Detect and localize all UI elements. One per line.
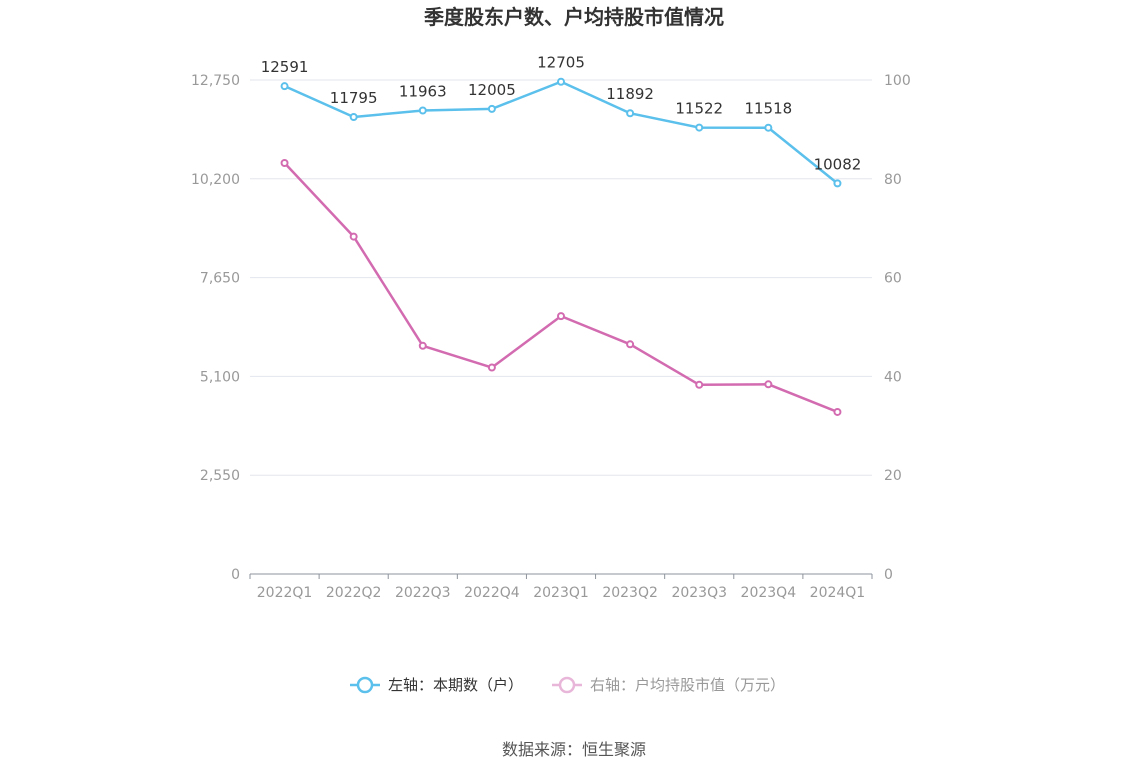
grid-lines: [250, 79, 872, 476]
series-layer: 12591 11795 11963 12005 12705 11892 11522 11518…: [261, 54, 862, 416]
data-point[interactable]: [695, 123, 704, 132]
data-point[interactable]: [626, 340, 635, 349]
x-tick-label: 2023Q2: [602, 585, 658, 601]
data-source: 数据来源：恒生聚源: [502, 740, 646, 759]
right-tick-label: 60: [884, 271, 902, 287]
data-point[interactable]: [349, 232, 358, 241]
data-point[interactable]: [764, 123, 773, 132]
data-label: 11518: [744, 100, 792, 118]
data-point[interactable]: [280, 82, 289, 91]
legend-item-left[interactable]: 左轴：本期数（户）: [350, 676, 523, 694]
x-axis: 2022Q1 2022Q2 2022Q3 2022Q4 2023Q1 2023Q2 2023…: [249, 573, 873, 601]
right-tick-label: 20: [884, 468, 902, 484]
legend-item-right[interactable]: 右轴：户均持股市值（万元）: [552, 676, 785, 694]
legend-label: 右轴：户均持股市值（万元）: [590, 676, 785, 694]
data-point[interactable]: [280, 158, 289, 167]
x-tick-label: 2022Q2: [326, 585, 382, 601]
data-point[interactable]: [487, 363, 496, 372]
right-tick-label: 0: [884, 567, 893, 583]
right-tick-label: 40: [884, 369, 902, 385]
data-label: 11963: [399, 82, 447, 100]
x-tick-label: 2023Q3: [671, 585, 727, 601]
data-label: 12591: [261, 58, 309, 76]
data-point[interactable]: [418, 341, 427, 350]
data-label: 12705: [537, 54, 585, 72]
data-label: 10082: [814, 155, 862, 173]
x-tick-label: 2024Q1: [810, 585, 866, 601]
data-label: 11795: [330, 89, 378, 107]
legend-label: 左轴：本期数（户）: [388, 676, 523, 694]
x-tick-label: 2023Q4: [741, 585, 797, 601]
data-point[interactable]: [764, 380, 773, 389]
left-tick-label: 7,650: [200, 271, 240, 287]
legend-marker: [558, 676, 576, 694]
data-point[interactable]: [349, 113, 358, 122]
data-point[interactable]: [695, 380, 704, 389]
legend-marker: [356, 676, 374, 694]
data-label: 11522: [675, 100, 723, 118]
x-tick-label: 2022Q3: [395, 585, 451, 601]
data-point[interactable]: [487, 104, 496, 113]
data-point[interactable]: [557, 312, 565, 321]
left-tick-label: 2,550: [200, 468, 240, 484]
series-left: 12591 11795 11963 12005 12705 11892 11522 11518…: [261, 54, 862, 188]
left-tick-label: 10,200: [191, 172, 240, 188]
x-tick-label: 2022Q1: [257, 585, 313, 601]
chart-title: 季度股东户数、户均持股市值情况: [423, 5, 724, 29]
left-axis: 0 2,550 5,100 7,650 10,200 12,750: [191, 73, 240, 583]
left-tick-label: 0: [231, 567, 240, 583]
right-axis: 0 20 40 60 80 100: [884, 73, 911, 583]
legend[interactable]: 左轴：本期数（户） 右轴：户均持股市值（万元）: [350, 676, 785, 694]
data-point[interactable]: [626, 109, 635, 118]
left-tick-label: 12,750: [191, 73, 240, 89]
series-line: [283, 162, 838, 414]
right-tick-label: 80: [884, 172, 902, 188]
data-point[interactable]: [833, 179, 842, 188]
series-right: [280, 158, 842, 416]
data-label: 12005: [468, 81, 516, 99]
right-tick-label: 100: [884, 73, 911, 89]
data-point[interactable]: [418, 106, 427, 115]
left-tick-label: 5,100: [200, 369, 240, 385]
data-point[interactable]: [557, 77, 565, 86]
data-label: 11892: [606, 85, 654, 103]
x-tick-label: 2022Q4: [464, 585, 520, 601]
data-point[interactable]: [833, 407, 842, 416]
x-tick-label: 2023Q1: [533, 585, 589, 601]
